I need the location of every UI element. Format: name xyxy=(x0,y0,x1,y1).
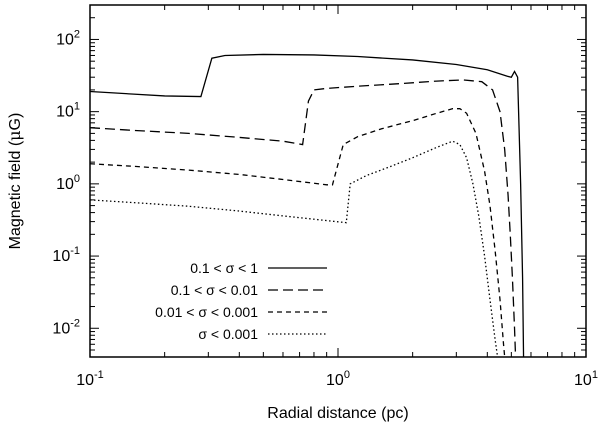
y-tick-label: 100 xyxy=(56,173,80,193)
legend-label-1: 0.1 < σ < 1 xyxy=(190,260,258,276)
x-tick-labels: 10-1 100 101 xyxy=(76,369,598,389)
y-tick-labels: 10-2 10-1 100 101 102 xyxy=(52,28,80,337)
y-tick-label: 10-2 xyxy=(52,317,80,337)
y-axis-label: Magnetic field (μG) xyxy=(5,113,24,250)
y-tick-label: 101 xyxy=(56,101,80,121)
y-axis-label-prefix: Magnetic field ( xyxy=(7,140,24,249)
legend-label-3: 0.01 < σ < 0.001 xyxy=(155,304,258,320)
y-axis-label-suffix: G) xyxy=(7,113,24,131)
y-axis-label-mu: μ xyxy=(5,130,24,140)
series-line-2 xyxy=(90,79,517,357)
ticks-layer xyxy=(89,5,587,357)
plot-background xyxy=(90,5,586,357)
x-axis-label: Radial distance (pc) xyxy=(267,405,408,422)
legend: 0.1 < σ < 1 0.1 < σ < 0.01 0.01 < σ < 0.00… xyxy=(155,260,327,342)
series-layer xyxy=(90,53,525,357)
y-tick-label: 10-1 xyxy=(52,245,80,265)
legend-label-4: σ < 0.001 xyxy=(198,326,258,342)
x-tick-label: 10-1 xyxy=(76,369,104,389)
x-tick-label: 101 xyxy=(574,369,598,389)
x-tick-label: 100 xyxy=(326,369,350,389)
plot-frame xyxy=(89,4,587,358)
legend-label-2: 0.1 < σ < 0.01 xyxy=(171,282,258,298)
series-line-1 xyxy=(90,53,525,357)
series-line-4 xyxy=(90,140,499,357)
series-line-3 xyxy=(90,108,506,357)
y-tick-label: 102 xyxy=(56,28,80,48)
